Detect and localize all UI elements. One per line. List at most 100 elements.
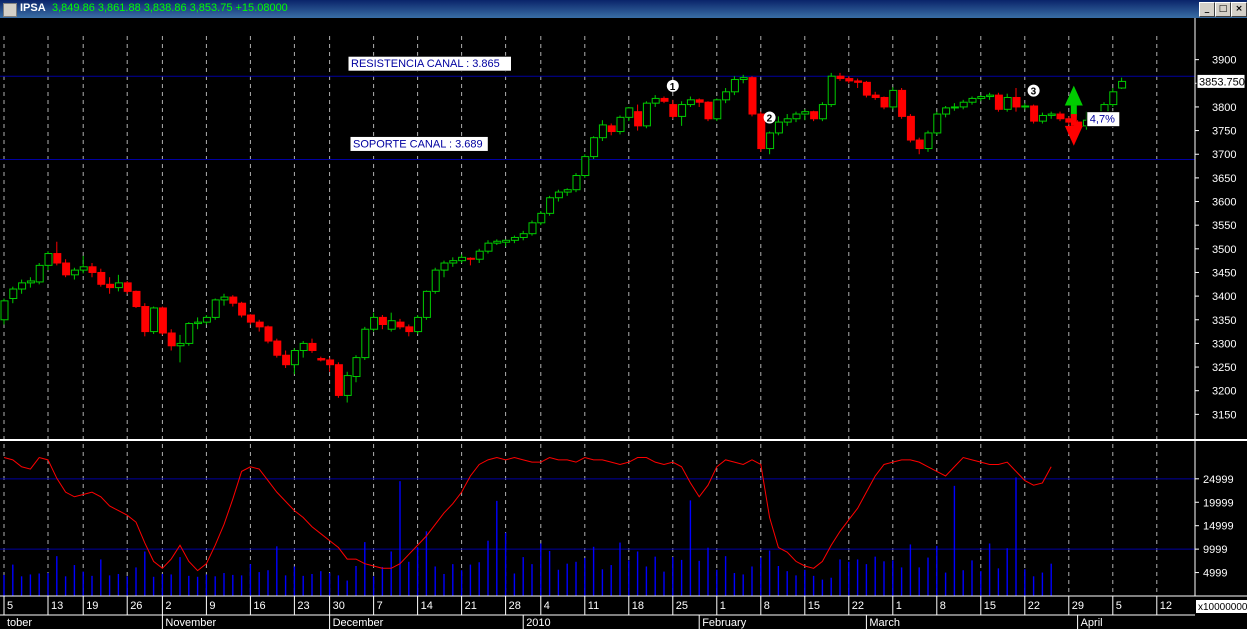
close-button[interactable]: × (1231, 2, 1247, 17)
date-tick-label: 2 (165, 600, 171, 612)
channel-label-box (349, 135, 489, 152)
candle-body (546, 197, 555, 214)
candle-body (986, 94, 995, 98)
annotations: RESISTENCIA CANAL : 3.865 SOPORTE CANAL :… (347, 55, 1121, 152)
date-tick-label: 29 (1072, 600, 1084, 612)
date-tick-label: 5 (1116, 600, 1122, 612)
candle-body (0, 300, 9, 321)
last-value-box (1196, 73, 1246, 89)
volume-tick-label: 14999 (1203, 521, 1234, 533)
price-tick-label: 3200 (1212, 386, 1236, 398)
price-tick-label: 3500 (1212, 244, 1236, 256)
candle-body (836, 75, 845, 80)
volume-tick-label: 19999 (1203, 497, 1234, 509)
date-tick-label: 13 (51, 600, 63, 612)
candle-body (114, 282, 123, 289)
price-tick-label: 3350 (1212, 315, 1236, 327)
candle-body (801, 111, 810, 115)
candle-body (537, 212, 546, 224)
date-tick-label: 1 (720, 600, 726, 612)
candle-body (53, 253, 62, 264)
candle-body (414, 316, 423, 333)
candle-body (211, 299, 220, 318)
candle-body (959, 101, 968, 108)
candle-body (264, 326, 273, 342)
marker-number: 1 (670, 82, 676, 93)
candle-body (158, 307, 167, 334)
axes: 5 13 19 26 2 9 16 23 30 7 14 21 28 4 11 18 25 1 8 15 22 1 8 15 2… (0, 18, 1247, 629)
price-tick-label: 3650 (1212, 173, 1236, 185)
candle-body (739, 77, 748, 81)
candle-body (510, 236, 519, 241)
candle-body (194, 321, 203, 325)
maximize-button[interactable]: □ (1215, 2, 1231, 17)
candle-body (827, 75, 836, 106)
minimize-button[interactable]: _ (1199, 2, 1215, 17)
candle-body (317, 358, 326, 361)
marker-circle (763, 111, 776, 124)
candle-body (607, 125, 616, 133)
candle-body (475, 250, 484, 260)
candle-body (238, 302, 247, 316)
volume-tick-label: 4999 (1203, 568, 1227, 580)
candle-body (18, 282, 27, 290)
price-tick-label: 3800 (1212, 102, 1236, 114)
channel-label: SOPORTE CANAL : 3.689 (353, 138, 483, 150)
candle-body (854, 80, 863, 83)
date-tick-label: 22 (852, 600, 864, 612)
candle-body (44, 253, 53, 266)
candle-body (704, 101, 713, 120)
date-tick-label: 4 (544, 600, 550, 612)
candle-body (141, 306, 150, 333)
candle-body (642, 102, 651, 127)
price-tick-label: 3400 (1212, 291, 1236, 303)
candle-body (273, 340, 282, 356)
date-tick-label: 15 (984, 600, 996, 612)
candle-body (70, 269, 79, 276)
candle-body (669, 104, 678, 117)
candle-body (660, 97, 669, 102)
month-label: February (702, 617, 747, 629)
date-tick-label: 14 (421, 600, 433, 612)
date-tick-label: 18 (632, 600, 644, 612)
price-tick-label: 3750 (1212, 126, 1236, 138)
candle-body (1030, 105, 1039, 122)
candle-body (176, 342, 185, 347)
candle-body (678, 104, 687, 117)
candle-body (422, 290, 431, 318)
date-tick-label: 15 (808, 600, 820, 612)
candle-body (493, 240, 502, 244)
multiplier-box (1196, 600, 1247, 613)
oscillator-line (3, 456, 1052, 572)
down-arrow-icon (1070, 114, 1077, 126)
marker-number: 3 (1031, 87, 1037, 98)
percent-label: 4,7% (1090, 114, 1115, 126)
candle-body (906, 115, 915, 141)
candle-body (370, 316, 379, 330)
price-tick-label: 3600 (1212, 197, 1236, 209)
candle-body (1038, 114, 1047, 122)
candle-body (202, 316, 211, 323)
price-tick-label: 3900 (1212, 55, 1236, 67)
candle-body (766, 132, 775, 150)
candle-body (862, 81, 871, 96)
candle-body (1003, 96, 1012, 110)
candle-body (634, 111, 643, 127)
candlesticks (0, 72, 1127, 403)
candle-body (88, 266, 97, 273)
month-label: December (333, 617, 384, 629)
date-tick-label: 26 (130, 600, 142, 612)
candle-body (519, 233, 528, 238)
date-tick-label: 9 (209, 600, 215, 612)
candle-body (933, 113, 942, 134)
candle-body (132, 290, 141, 308)
candle-body (581, 156, 590, 177)
gridlines (3, 36, 1158, 596)
candle-body (889, 89, 898, 108)
date-tick-label: 1 (896, 600, 902, 612)
candle-body (950, 106, 959, 109)
candle-body (1118, 80, 1127, 89)
channel-label-box (347, 55, 512, 72)
candle-body (810, 111, 819, 120)
candle-body (968, 97, 977, 103)
